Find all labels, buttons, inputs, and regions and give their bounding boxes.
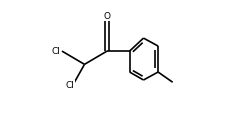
Text: Cl: Cl bbox=[65, 81, 74, 90]
Text: Cl: Cl bbox=[52, 47, 60, 56]
Text: O: O bbox=[103, 12, 110, 21]
